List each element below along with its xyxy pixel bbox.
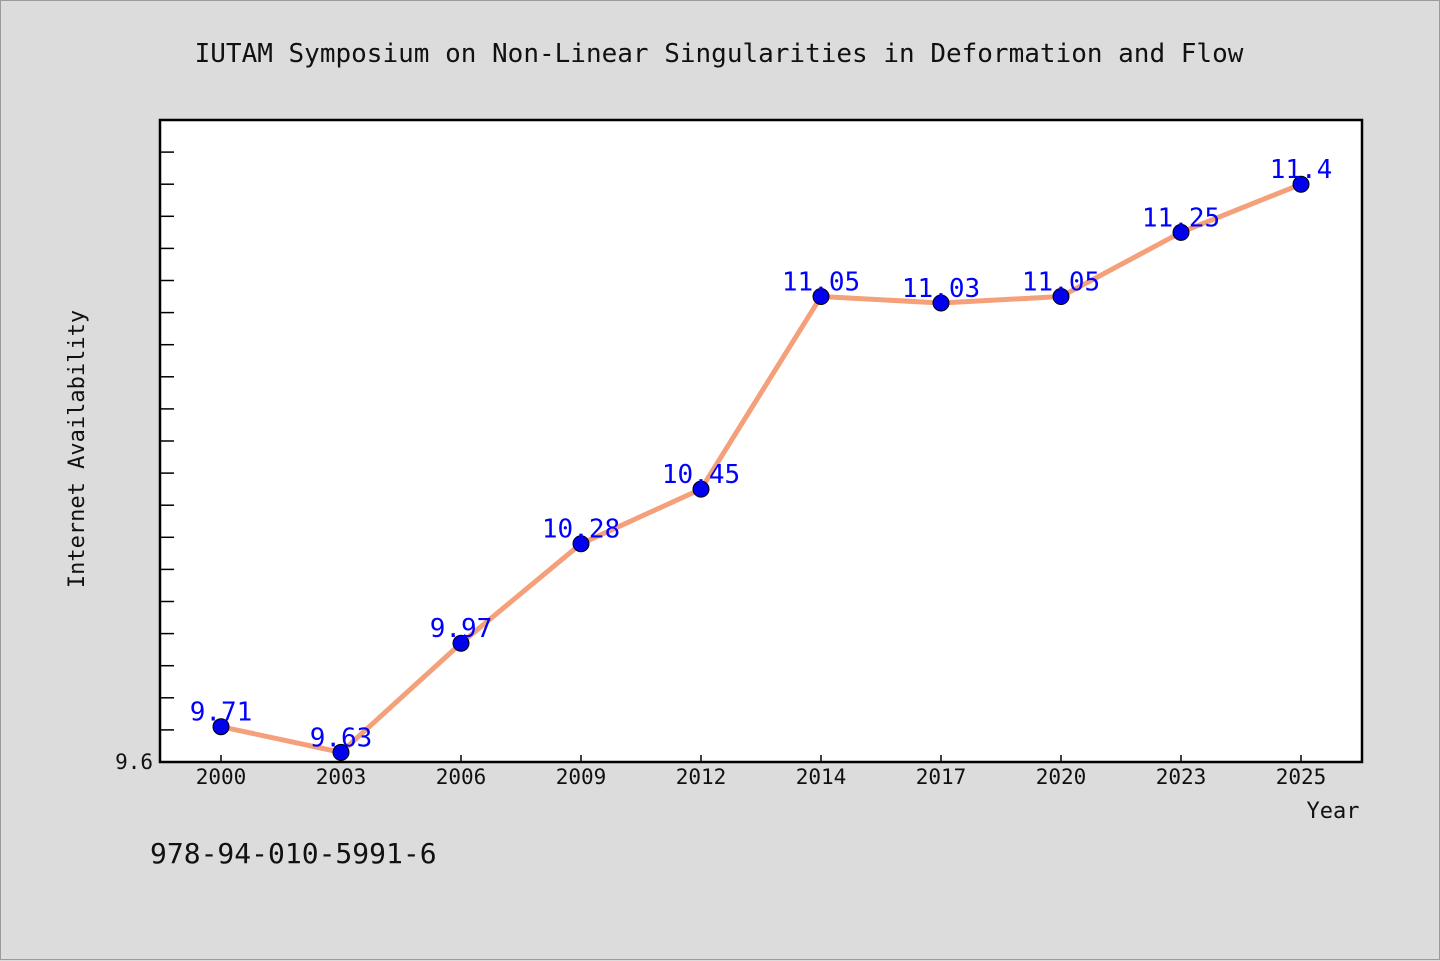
x-axis-ticks: 2000 2003 2006 2009 2012 2014 2017 2020 2023 2025 xyxy=(196,755,1327,789)
data-label: 9.63 xyxy=(310,723,373,753)
data-point xyxy=(332,743,350,761)
x-tick-label: 2020 xyxy=(1036,765,1087,789)
data-label: 11.05 xyxy=(782,268,860,298)
data-label-layer: 9.71 9.63 9.97 10.28 10.45 11.05 11.03 11.05 11.… xyxy=(190,155,1333,753)
data-point xyxy=(692,480,710,498)
series-layer xyxy=(220,181,1302,755)
x-axis-label: Year xyxy=(1307,799,1360,824)
data-label: 11.05 xyxy=(1022,268,1100,298)
chart-title: IUTAM Symposium on Non-Linear Singularit… xyxy=(195,39,1244,69)
data-label: 11.25 xyxy=(1142,203,1220,233)
plot-area xyxy=(158,118,1364,764)
x-tick-label: 2023 xyxy=(1156,765,1207,789)
data-point xyxy=(1052,288,1070,306)
data-label: 9.71 xyxy=(190,698,253,728)
x-tick-label: 2003 xyxy=(316,765,367,789)
data-point xyxy=(572,535,590,553)
y-axis-ticks: 9.6 xyxy=(115,151,174,774)
data-label: 11.4 xyxy=(1270,155,1333,185)
isbn-text: 978-94-010-5991-6 xyxy=(150,837,437,870)
data-label: 9.97 xyxy=(430,614,493,644)
data-point xyxy=(212,718,230,736)
data-label: 10.28 xyxy=(542,515,620,545)
x-tick-label: 2025 xyxy=(1276,765,1327,789)
y-axis-label: Internet Availability xyxy=(65,310,90,588)
marker-layer xyxy=(212,175,1310,761)
data-point xyxy=(452,634,470,652)
data-point xyxy=(932,294,950,312)
y-tick-label: 9.6 xyxy=(115,750,153,774)
x-tick-label: 2017 xyxy=(916,765,967,789)
data-point xyxy=(1292,175,1310,193)
series-line xyxy=(220,181,1302,755)
data-point xyxy=(812,288,830,306)
data-label: 11.03 xyxy=(902,274,980,304)
x-tick-label: 2014 xyxy=(796,765,847,789)
x-tick-label: 2006 xyxy=(436,765,487,789)
x-tick-label: 2012 xyxy=(676,765,727,789)
data-label: 10.45 xyxy=(662,460,740,490)
x-tick-label: 2000 xyxy=(196,765,247,789)
data-point xyxy=(1172,223,1190,241)
x-tick-label: 2009 xyxy=(556,765,607,789)
